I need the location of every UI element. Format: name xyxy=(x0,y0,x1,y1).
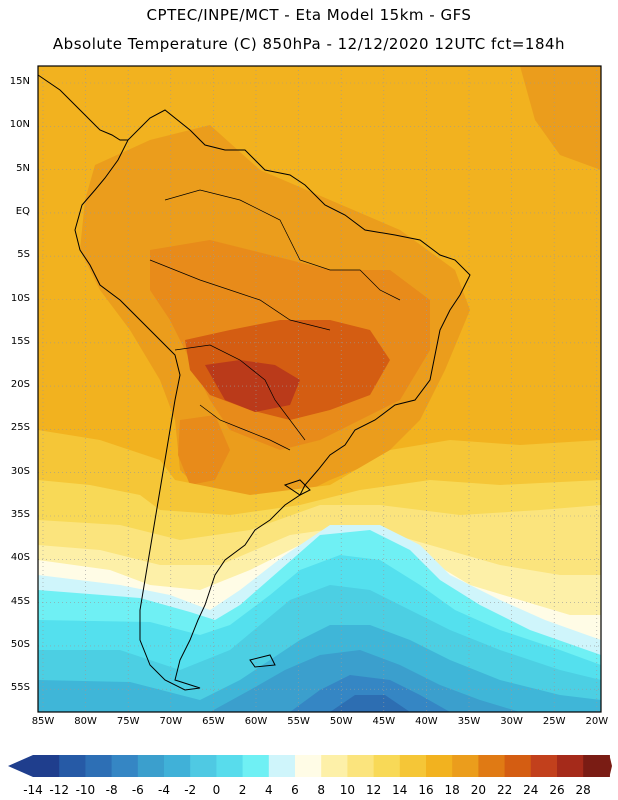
field-continent-28 xyxy=(205,360,300,412)
colorbar-label: -8 xyxy=(105,783,118,797)
lon-label: 50W xyxy=(329,716,353,727)
title-line-2: Absolute Temperature (C) 850hPa - 12/12/… xyxy=(52,35,566,53)
colorbar-swatch xyxy=(111,755,139,777)
borders-4 xyxy=(199,404,291,451)
title-line-1: CPTEC/INPE/MCT - Eta Model 15km - GFS xyxy=(146,6,472,24)
colorbar-label: 2 xyxy=(238,783,247,797)
lat-label: 45S xyxy=(10,595,30,607)
borders-1 xyxy=(164,189,401,301)
colorbar-arrow-left xyxy=(8,755,33,777)
temperature-field xyxy=(38,66,601,712)
lat-label: 30S xyxy=(10,465,30,477)
field-south-m6 xyxy=(290,675,450,712)
lon-label: 45W xyxy=(372,716,396,727)
colorbar-label: 4 xyxy=(264,783,273,797)
colorbar-label: 18 xyxy=(444,783,460,797)
map-frame xyxy=(37,65,602,713)
colorbar-swatch xyxy=(347,755,375,777)
colorbar-swatch xyxy=(557,755,584,777)
lon-label: 80W xyxy=(74,716,97,727)
lat-label: 15S xyxy=(10,335,30,347)
colorbar-label: 28 xyxy=(575,783,591,797)
colorbar-swatch xyxy=(59,755,86,777)
colorbar-label: 6 xyxy=(291,783,299,797)
colorbar-swatch xyxy=(478,755,506,777)
lat-label: 5S xyxy=(17,249,30,261)
lat-label: 25S xyxy=(10,422,30,434)
lat-label: 5N xyxy=(16,162,30,174)
lon-label: 65W xyxy=(202,716,225,727)
colorbar xyxy=(8,755,612,777)
lon-label: 35W xyxy=(457,716,481,727)
colorbar-swatch xyxy=(268,755,296,777)
lon-label: 60W xyxy=(244,716,268,727)
colorbar-arrow-right xyxy=(609,755,612,777)
lon-label: 25W xyxy=(542,716,566,727)
colorbar-swatch xyxy=(216,755,244,777)
colorbar-label: 22 xyxy=(496,783,513,797)
colorbar-label: -14 xyxy=(23,783,43,797)
colorbar-label: -4 xyxy=(158,783,170,797)
central-america-outline xyxy=(37,74,128,141)
lat-label: 50S xyxy=(10,638,30,650)
colorbar-swatch xyxy=(399,755,427,777)
lat-label: 55S xyxy=(10,682,30,694)
colorbar-swatch xyxy=(426,755,453,777)
lon-label: 20W xyxy=(585,716,609,727)
coastlines xyxy=(37,74,471,691)
borders-3 xyxy=(174,344,306,441)
lat-label: EQ xyxy=(15,205,30,217)
lon-label: 55W xyxy=(287,716,310,727)
lat-label: 40S xyxy=(10,552,30,564)
colorbar-swatch xyxy=(452,755,479,777)
colorbar-swatch xyxy=(242,755,270,777)
lon-label: 75W xyxy=(116,716,140,727)
colorbar-swatch xyxy=(295,755,322,777)
falklands xyxy=(249,654,276,668)
lat-label: 35S xyxy=(10,509,30,520)
colorbar-swatch xyxy=(583,755,610,777)
lat-label: 20S xyxy=(10,379,30,391)
colorbar-swatch xyxy=(530,755,558,777)
field-ne-warm xyxy=(520,66,601,170)
colorbar-swatch xyxy=(504,755,532,777)
field-south-m8 xyxy=(330,695,410,712)
lat-label: 10S xyxy=(10,292,30,304)
lon-label: 30W xyxy=(500,716,523,727)
lon-label: 85W xyxy=(31,716,55,727)
colorbar-label: 12 xyxy=(365,783,382,797)
colorbar-label: -12 xyxy=(49,783,69,797)
borders-2 xyxy=(149,259,331,331)
colorbar-swatch xyxy=(137,755,165,777)
colorbar-label: 0 xyxy=(212,783,221,797)
colorbar-swatch xyxy=(164,755,191,777)
lon-label: 40W xyxy=(415,716,438,727)
colorbar-label: 8 xyxy=(317,783,325,797)
colorbar-swatch xyxy=(85,755,113,777)
field-west-22 xyxy=(178,415,230,485)
colorbar-label: 16 xyxy=(418,783,434,797)
colorbar-swatch xyxy=(190,755,217,777)
lat-label: 15N xyxy=(9,76,30,87)
colorbar-swatch xyxy=(373,755,401,777)
uruguay-estuary xyxy=(283,479,311,496)
colorbar-label: 24 xyxy=(523,783,539,797)
colorbar-label: 26 xyxy=(549,783,565,797)
colorbar-label: 10 xyxy=(339,783,356,797)
colorbar-swatch xyxy=(321,755,348,777)
colorbar-label: -10 xyxy=(75,783,96,797)
lat-label: 10N xyxy=(9,119,30,131)
colorbar-label: 14 xyxy=(392,783,408,797)
colorbar-swatch xyxy=(33,755,60,777)
colorbar-label: -2 xyxy=(184,783,197,797)
lon-label: 70W xyxy=(159,716,183,727)
colorbar-label: 20 xyxy=(470,783,487,797)
colorbar-label: -6 xyxy=(131,783,144,797)
